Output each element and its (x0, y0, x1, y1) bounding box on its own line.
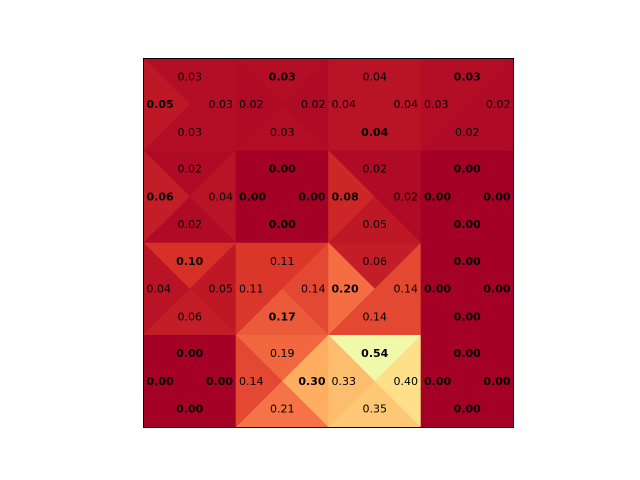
cell-r1-c0-right-value-label: 0.04 (209, 190, 234, 203)
cell-r1-c0-down-value-label: 0.02 (178, 218, 203, 231)
cell-r3-c1-right-value-label: 0.30 (298, 375, 325, 388)
cell-r0-c1-right-value-label: 0.02 (301, 98, 326, 111)
cell-r1-c1-down-value-label: 0.00 (269, 218, 296, 231)
heatmap-cells (142, 57, 515, 429)
cell-r2-c0-down-value-label: 0.06 (178, 310, 203, 323)
cell-r3-c1-left-value-label: 0.14 (239, 375, 264, 388)
cell-r0-c2-down-value-label: 0.04 (361, 126, 388, 139)
cell-r1-c1-up-value-label: 0.00 (269, 163, 296, 176)
cell-r3-c3-down-value-label: 0.00 (454, 403, 481, 416)
cell-r3-c3-up-value-label: 0.00 (454, 347, 481, 360)
cell-r2-c2-down-value-label: 0.14 (363, 310, 388, 323)
cell-r1-c3-down-value-label: 0.00 (454, 218, 481, 231)
cell-r2-c1-right-value-label: 0.14 (301, 283, 326, 296)
heatmap-labels: 0.03 0.05 0.03 0.03 0.03 0.02 0.02 0.03 0.04 0.04… (147, 70, 511, 415)
cell-r0-c3-up-value-label: 0.03 (454, 70, 481, 83)
cell-r0-c1-up-value-label: 0.03 (269, 70, 296, 83)
cell-r2-c2-right-value-label: 0.14 (394, 283, 419, 296)
cell-r0-c1-left-value-label: 0.02 (239, 98, 264, 111)
cell-r3-c3-right-value-label: 0.00 (483, 375, 510, 388)
cell-r1-c2-right-value-label: 0.02 (394, 190, 419, 203)
cell-r2-c3-left-value-label: 0.00 (424, 283, 451, 296)
cell-r0-c0-right-value-label: 0.03 (209, 98, 234, 111)
cell-r3-c0-down-value-label: 0.00 (176, 403, 203, 416)
cell-r1-c1-right-value-label: 0.00 (298, 190, 325, 203)
cell-r2-c3-down-value-label: 0.00 (454, 310, 481, 323)
cell-r2-c0-up-value-label: 0.10 (176, 255, 203, 268)
cell-r2-c3-up-value-label: 0.00 (454, 255, 481, 268)
cell-r2-c3-right-value-label: 0.00 (483, 283, 510, 296)
cell-r0-c2-left-value-label: 0.04 (332, 98, 357, 111)
cell-r0-c3-left-value-label: 0.03 (424, 98, 449, 111)
cell-r3-c1-down-value-label: 0.21 (270, 403, 295, 416)
cell-r2-c0-right-value-label: 0.05 (209, 283, 234, 296)
cell-r0-c3-right-value-label: 0.02 (486, 98, 511, 111)
cell-r2-c2-left-value-label: 0.20 (332, 283, 359, 296)
cell-r1-c2-down-value-label: 0.05 (363, 218, 388, 231)
cell-r1-c2-up-value-label: 0.02 (363, 163, 388, 176)
cell-r1-c1-left-value-label: 0.00 (239, 190, 266, 203)
cell-r3-c2-right-value-label: 0.40 (394, 375, 419, 388)
cell-r1-c0-left-value-label: 0.06 (147, 190, 174, 203)
cell-r2-c1-left-value-label: 0.11 (239, 283, 264, 296)
cell-r3-c2-left-value-label: 0.33 (332, 375, 357, 388)
cell-r1-c3-right-value-label: 0.00 (483, 190, 510, 203)
plot-frame (143, 58, 514, 428)
cell-r3-c1-up-value-label: 0.19 (270, 347, 295, 360)
cell-r2-c2-up-value-label: 0.06 (363, 255, 388, 268)
cell-r1-c3-up-value-label: 0.00 (454, 163, 481, 176)
cell-r2-c1-down-value-label: 0.17 (269, 310, 296, 323)
cell-r1-c3-left-value-label: 0.00 (424, 190, 451, 203)
cell-r1-c2-left-value-label: 0.08 (332, 190, 359, 203)
cell-r3-c2-down-value-label: 0.35 (363, 403, 388, 416)
cell-r0-c0-up-value-label: 0.03 (178, 70, 203, 83)
cell-r0-c0-down-value-label: 0.03 (178, 126, 203, 139)
cell-r2-c1-up-value-label: 0.11 (270, 255, 295, 268)
cell-r0-c2-up-value-label: 0.04 (363, 70, 388, 83)
cell-r0-c0-left-value-label: 0.05 (147, 98, 174, 111)
cell-r0-c1-down-value-label: 0.03 (270, 126, 295, 139)
cell-r3-c0-up-value-label: 0.00 (176, 347, 203, 360)
cell-r3-c0-left-value-label: 0.00 (147, 375, 174, 388)
cell-r0-c3-down-value-label: 0.02 (455, 126, 480, 139)
cell-r3-c2-up-value-label: 0.54 (361, 347, 388, 360)
cell-r2-c0-left-value-label: 0.04 (147, 283, 172, 296)
cell-r3-c0-right-value-label: 0.00 (206, 375, 233, 388)
cell-r1-c0-up-value-label: 0.02 (178, 163, 203, 176)
cell-r3-c3-left-value-label: 0.00 (424, 375, 451, 388)
cell-r0-c2-right-value-label: 0.04 (394, 98, 419, 111)
